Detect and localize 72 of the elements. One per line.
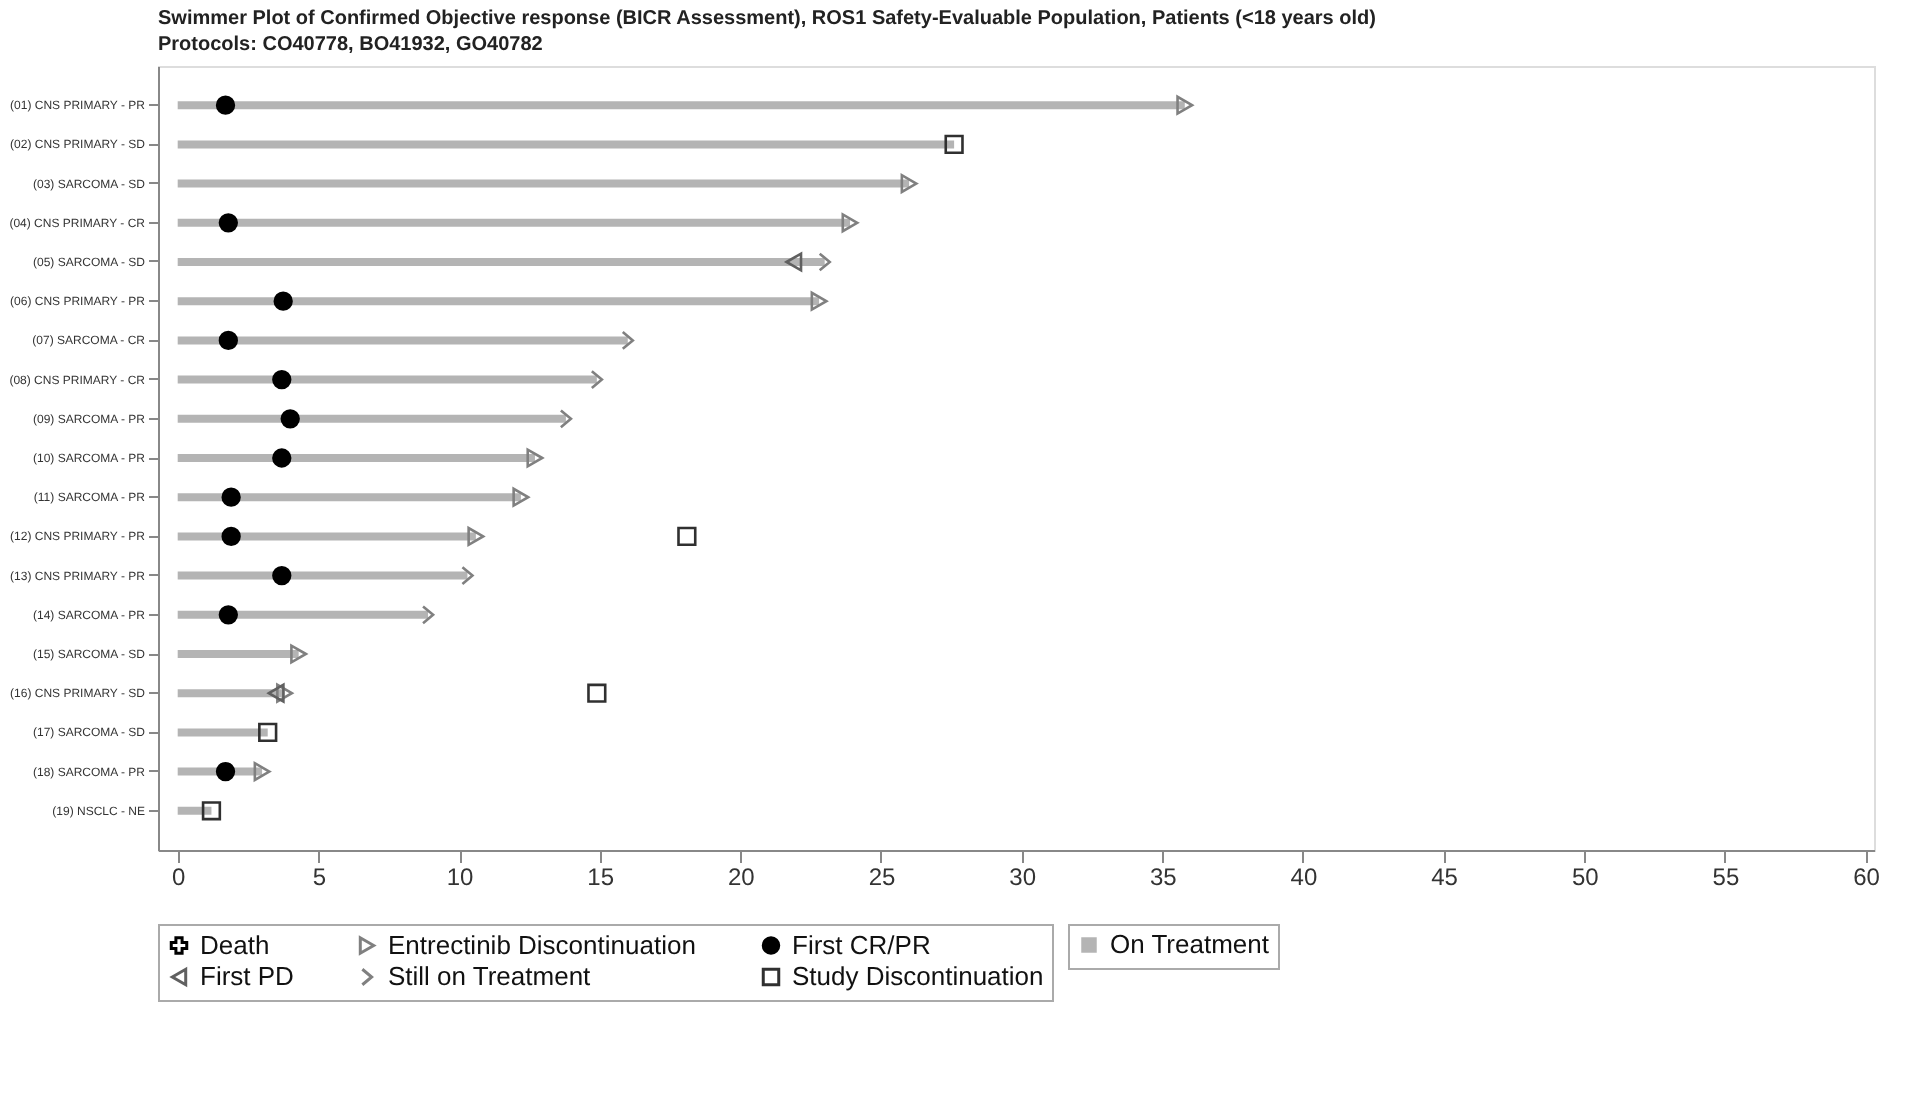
x-tick-label: 30 (1009, 863, 1037, 891)
point (810, 291, 828, 311)
point (267, 683, 285, 703)
x-tick-label: 40 (1290, 863, 1318, 891)
point (1176, 95, 1194, 115)
legend-label: First CR/PR (792, 929, 931, 960)
bar (177, 689, 285, 698)
x-tick-label: 15 (587, 863, 615, 891)
point (526, 448, 544, 468)
point (215, 761, 236, 782)
point (677, 526, 697, 547)
bar (177, 650, 299, 658)
legend-label: Death (200, 929, 270, 960)
point (785, 252, 803, 272)
point (290, 644, 308, 664)
point (512, 487, 530, 507)
bar (177, 336, 628, 345)
point (221, 526, 241, 547)
x-tick-label: 10 (446, 863, 474, 891)
bar (177, 454, 535, 462)
legend-label: On Treatment (1110, 929, 1270, 959)
point (900, 173, 918, 194)
x-tick-label: 20 (727, 863, 756, 891)
point (218, 330, 238, 351)
bar (177, 101, 1185, 110)
point (218, 605, 238, 625)
point (587, 683, 607, 703)
point (272, 448, 292, 468)
bar (177, 610, 429, 619)
bar (177, 375, 597, 384)
bar (177, 140, 955, 149)
bar (177, 728, 268, 737)
legend-label: Study Discontinuation (792, 961, 1044, 991)
x-tick-label: 45 (1431, 863, 1459, 891)
bar (177, 258, 825, 266)
point (280, 409, 300, 429)
bar (177, 218, 851, 227)
bar (177, 806, 212, 815)
point (273, 291, 293, 311)
point (841, 213, 859, 233)
bar (177, 571, 468, 580)
bar (177, 297, 820, 306)
legend-label: First PD (200, 961, 294, 991)
point (215, 95, 236, 115)
point (218, 213, 238, 233)
bar (177, 179, 910, 188)
chart-subtitle: Protocols: CO40778, BO41932, GO40782 (158, 34, 544, 56)
x-tick-label: 0 (172, 863, 186, 891)
point (272, 369, 292, 390)
bar (177, 532, 476, 541)
x-tick-label: 55 (1712, 863, 1740, 891)
legend-label: Entrectinib Discontinuation (388, 929, 696, 960)
bar (177, 414, 566, 423)
point (258, 722, 278, 743)
x-tick-label: 25 (868, 863, 896, 891)
point (559, 409, 573, 429)
point (421, 605, 435, 625)
point (944, 134, 964, 155)
legend-label: Still on Treatment (388, 961, 592, 991)
x-tick-label: 60 (1853, 863, 1881, 891)
chart-title: Swimmer Plot of Confirmed Objective response (BICR Assessment), ROS1 Safety-Evaluable Population, Patients (<18 years old) (158, 8, 1376, 30)
x-tick-label: 50 (1571, 863, 1600, 891)
point (467, 526, 485, 547)
point (221, 487, 241, 507)
point (272, 565, 292, 586)
point (818, 252, 832, 272)
point (201, 801, 222, 821)
point (253, 761, 271, 782)
point (276, 683, 294, 703)
x-tick-label: 35 (1149, 863, 1178, 891)
x-tick-label: 5 (312, 863, 327, 891)
bar (177, 493, 521, 502)
